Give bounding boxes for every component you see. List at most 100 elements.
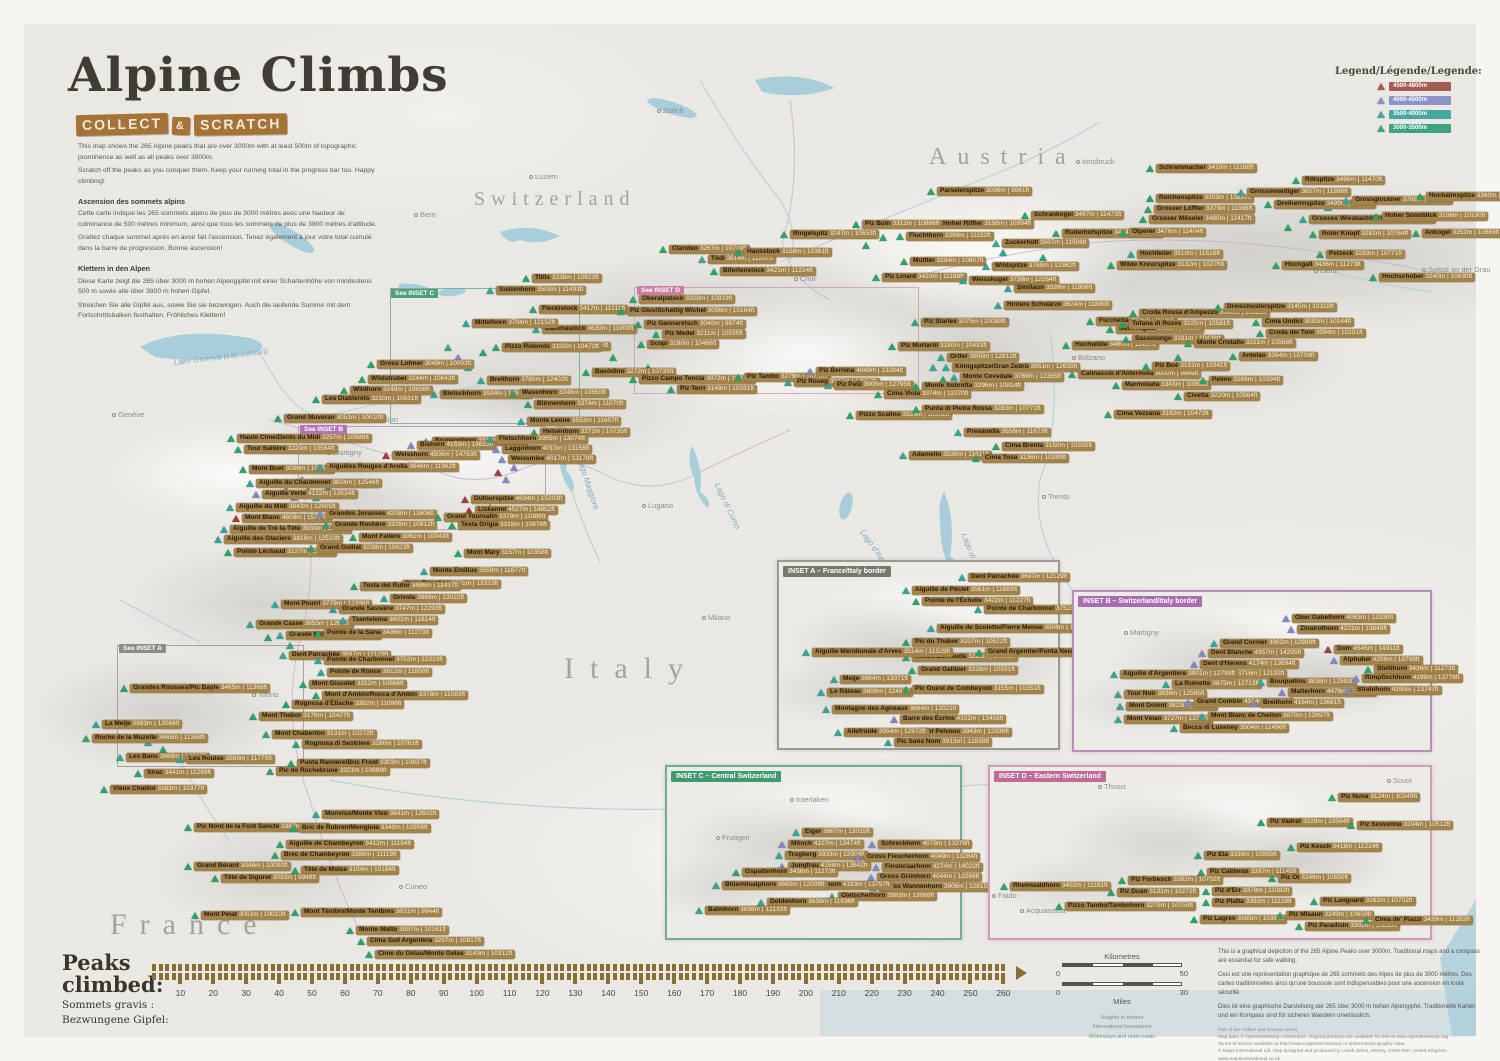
progress-tick[interactable] bbox=[988, 964, 993, 980]
progress-tick[interactable] bbox=[975, 964, 980, 980]
peak-chip[interactable]: Fleckistock 3417m | 11211ft bbox=[539, 305, 629, 314]
peak-chip[interactable]: Piz Duan 3131m | 10272ft bbox=[1117, 888, 1200, 897]
peak-chip[interactable]: Montagne des Agneaux 3664m | 12021ft bbox=[832, 705, 960, 714]
progress-tick[interactable] bbox=[764, 964, 769, 980]
peak-label[interactable]: Grand Galibier 3228m | 10591ft bbox=[908, 666, 1018, 675]
progress-tick[interactable] bbox=[902, 964, 907, 984]
peak-chip[interactable]: Finsteraarhorn 4274m | 14022ft bbox=[882, 863, 983, 872]
peak-label[interactable]: Ortler 3905m | 12812ft bbox=[937, 353, 1020, 362]
peak-chip[interactable]: Croda Rossa d'Ampezzo 3146m | 10322ft bbox=[1139, 309, 1270, 318]
peak-chip[interactable]: Grandes Rousses/Pic Bayle 3465m | 11368f… bbox=[130, 684, 271, 693]
peak-chip[interactable]: Wasenhorn 3246m | 10650ft bbox=[519, 389, 609, 398]
progress-tick[interactable] bbox=[612, 964, 617, 980]
peak-chip[interactable]: Aiguille de Scolette/Pierre Menue 3506m … bbox=[937, 624, 1094, 633]
peak-label[interactable]: Monte Emilius 3559m | 11677ft bbox=[420, 567, 529, 576]
peak-chip[interactable]: Ortler 3905m | 12812ft bbox=[947, 353, 1020, 362]
peak-label[interactable]: Piz Misaun 3249m | 10659ft bbox=[1276, 911, 1375, 920]
progress-tick[interactable] bbox=[961, 964, 966, 980]
progress-tick[interactable] bbox=[152, 964, 156, 980]
progress-tick[interactable] bbox=[329, 964, 334, 980]
peak-chip[interactable]: Aiguille de Péclet 3561m | 11683ft bbox=[912, 586, 1021, 595]
peak-chip[interactable]: Monte Cristallo 3221m | 10568ft bbox=[1194, 339, 1296, 348]
peak-label[interactable]: Mont Vélan 3727m | 12228ft bbox=[1114, 715, 1214, 724]
peak-label[interactable]: Mont Pelat 3051m | 10010ft bbox=[191, 911, 289, 920]
peak-label[interactable]: Rötspitze 3496m | 11470ft bbox=[1292, 176, 1386, 185]
peak-chip[interactable]: Catinaccio d'Antermoia 3002m | 9849ft bbox=[1078, 370, 1202, 379]
peak-chip[interactable]: Olperer 3476m | 11404ft bbox=[1129, 228, 1207, 237]
progress-tick[interactable] bbox=[250, 964, 255, 980]
peak-chip[interactable]: Blinnenhorn 3374m | 11070ft bbox=[534, 400, 627, 409]
peak-label[interactable]: Pic Sans Nom 3913m | 12838ft bbox=[884, 738, 993, 747]
peak-label[interactable]: Piz Kesch 3418m | 11214ft bbox=[1287, 843, 1382, 852]
peak-label[interactable]: Piz Terri 3149m | 10331ft bbox=[667, 385, 757, 394]
progress-tick[interactable] bbox=[659, 964, 663, 980]
peak-chip[interactable]: Mönch 4107m | 13474ft bbox=[788, 840, 864, 849]
peak-label[interactable]: Piz Palü 3900m | 12795ft bbox=[824, 381, 914, 390]
progress-tick[interactable] bbox=[487, 964, 492, 980]
peak-chip[interactable]: Grand Galibier 3228m | 10591ft bbox=[918, 666, 1018, 675]
progress-tick[interactable] bbox=[237, 964, 242, 980]
progress-tick[interactable] bbox=[198, 964, 203, 980]
progress-tick[interactable] bbox=[593, 964, 598, 980]
progress-tick[interactable] bbox=[165, 964, 170, 980]
peak-label[interactable]: Trugberg 3933m | 12904ft bbox=[775, 851, 868, 860]
progress-tick[interactable] bbox=[263, 964, 268, 980]
progress-tick[interactable] bbox=[211, 964, 216, 984]
peak-chip[interactable]: Gross Fiescherhorn 4049m | 13284ft bbox=[864, 853, 981, 862]
peak-label[interactable]: Oberalpstock 3328m | 10919ft bbox=[629, 295, 736, 304]
peak-label[interactable]: Breithorn 3780m | 12402ft bbox=[477, 376, 571, 385]
peak-label[interactable]: Roche de la Muzelle 3465m | 11368ft bbox=[82, 734, 208, 743]
peak-label[interactable]: Croda dei Toni 3094m | 10151ft bbox=[1256, 329, 1366, 338]
peak-label[interactable]: Pizzo Scalino 3323m | 10902ft bbox=[846, 411, 953, 420]
progress-tick[interactable] bbox=[560, 964, 565, 980]
peak-chip[interactable]: Mont Mary 3157m | 10358ft bbox=[464, 549, 552, 558]
peak-chip[interactable]: Aiguille d'Argentière 3901m | 12799ft bbox=[1120, 670, 1238, 679]
progress-tick[interactable] bbox=[296, 964, 301, 980]
peak-chip[interactable]: Piz Ela 3339m | 10955ft bbox=[1204, 851, 1280, 860]
peak-chip[interactable]: Becca di Luseney 3504m | 11496ft bbox=[1180, 724, 1290, 733]
inset-panel-title[interactable]: INSET B – Switzerland/Italy border bbox=[1078, 596, 1203, 607]
progress-tick[interactable] bbox=[672, 964, 677, 984]
progress-tick[interactable] bbox=[336, 964, 341, 980]
peak-chip[interactable]: La Ruinette 3875m | 12713ft bbox=[1172, 680, 1263, 689]
peak-chip[interactable]: Monte Sobretta 3296m | 10814ft bbox=[922, 382, 1024, 391]
peak-chip[interactable]: Mont Pelvoux 3943m | 12936ft bbox=[915, 728, 1012, 737]
progress-tick[interactable] bbox=[1001, 964, 1006, 984]
peak-chip[interactable]: Jungfrau 4158m | 13642ft bbox=[788, 862, 871, 871]
peak-chip[interactable]: Doldenhorn 3638m | 11936ft bbox=[767, 898, 858, 907]
progress-tick[interactable] bbox=[619, 964, 624, 980]
progress-tick[interactable] bbox=[494, 964, 499, 980]
peak-label[interactable]: Punta di Pietra Rossa 3283m | 10771ft bbox=[912, 405, 1044, 414]
peak-label[interactable]: Cima de' Piazzi 3439m | 11283ft bbox=[1362, 916, 1473, 925]
peak-label[interactable]: Schreckhorn 4078m | 13379ft bbox=[868, 840, 973, 849]
peak-chip[interactable]: Antelao 3264m | 10709ft bbox=[1239, 352, 1318, 361]
peak-label[interactable]: Gross Grünhorn 4044m | 13268ft bbox=[867, 873, 983, 882]
peak-label[interactable]: Piz d'Err 3378m | 11083ft bbox=[1202, 887, 1293, 896]
progress-tick[interactable] bbox=[191, 964, 196, 980]
progress-tick[interactable] bbox=[830, 964, 835, 980]
progress-tick[interactable] bbox=[303, 964, 308, 980]
peak-chip[interactable]: Punta di Pietra Rossa 3283m | 10771ft bbox=[922, 405, 1044, 414]
peak-label[interactable]: Adamello 3539m | 11611ft bbox=[899, 451, 992, 460]
progress-tick[interactable] bbox=[586, 964, 591, 980]
progress-tick[interactable] bbox=[527, 964, 532, 980]
peak-label[interactable]: Dufourspitze 4634m | 15203ft bbox=[461, 495, 566, 504]
peak-label[interactable]: Aiguille de Scolette/Pierre Menue 3506m … bbox=[927, 624, 1094, 633]
peak-label[interactable]: Le Râteau 3809m | 12497ft bbox=[817, 688, 913, 697]
progress-tick[interactable] bbox=[369, 964, 374, 980]
progress-tick[interactable] bbox=[968, 964, 973, 984]
progress-tick[interactable] bbox=[553, 964, 558, 980]
peak-chip[interactable]: Pic du Thabor 3207m | 10522ft bbox=[912, 638, 1011, 647]
progress-tick[interactable] bbox=[645, 964, 650, 980]
peak-label[interactable]: Dammastock 3630m | 11909ft bbox=[532, 325, 637, 334]
peak-label[interactable]: Dom 4545m | 14911ft bbox=[1324, 645, 1403, 654]
progress-tick[interactable] bbox=[981, 964, 986, 980]
progress-tick[interactable] bbox=[751, 964, 756, 980]
peak-chip[interactable]: Stellihorn 3436m | 11273ft bbox=[1374, 665, 1459, 674]
progress-tick[interactable] bbox=[928, 964, 933, 980]
peak-label[interactable]: Piz Bernina 4049m | 13284ft bbox=[806, 367, 907, 376]
peak-label[interactable]: Piz Ot 3246m | 10650ft bbox=[1268, 874, 1352, 883]
peak-chip[interactable]: Adamello 3539m | 11611ft bbox=[909, 451, 992, 460]
progress-tick[interactable] bbox=[909, 964, 914, 980]
peak-label[interactable]: Civetta 3220m | 10564ft bbox=[1174, 392, 1261, 401]
